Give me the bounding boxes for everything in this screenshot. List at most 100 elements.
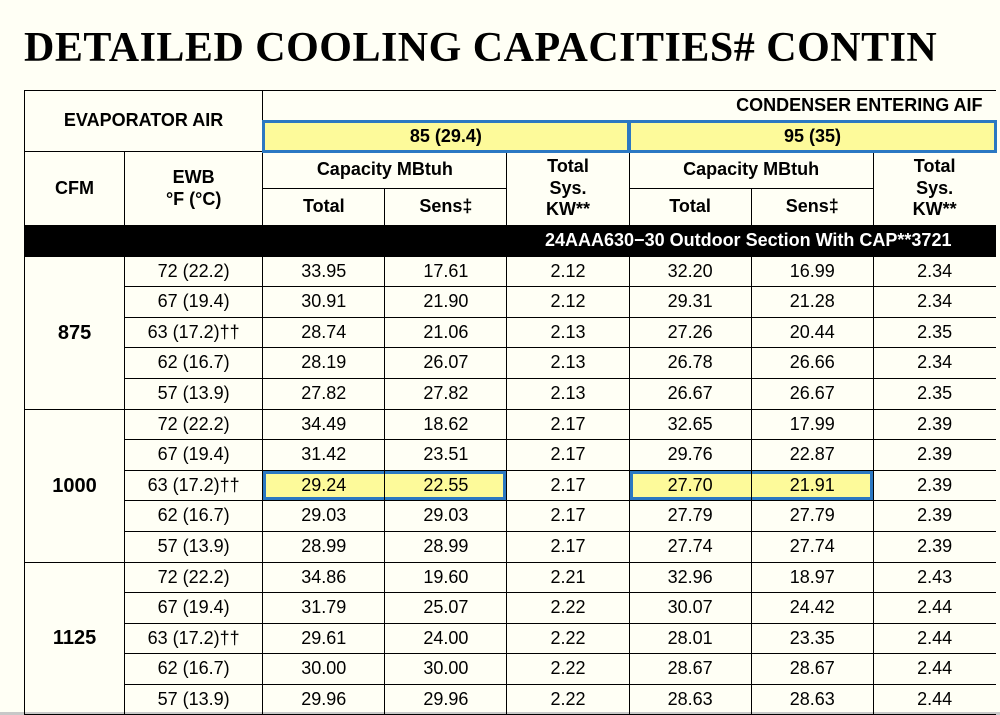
data-cell: 29.31 [629,287,751,318]
data-cell: 2.22 [507,654,629,685]
data-cell: 2.39 [873,440,995,471]
data-cell: 2.44 [873,593,995,624]
data-cell: 24.42 [751,593,873,624]
table-row: 63 (17.2)††29.2422.552.1727.7021.912.39 [25,470,996,501]
hdr-cap-85: Capacity MBtuh [263,152,507,189]
data-cell: 30.00 [385,654,507,685]
data-cell: 25.07 [385,593,507,624]
table-row: 67 (19.4)31.7925.072.2230.0724.422.44 [25,593,996,624]
data-cell: 32.20 [629,256,751,287]
data-cell: 2.34 [873,348,995,379]
ewb-cell: 67 (19.4) [125,440,263,471]
data-cell: 17.61 [385,256,507,287]
data-cell: 2.13 [507,317,629,348]
data-cell: 26.78 [629,348,751,379]
data-cell: 2.39 [873,470,995,501]
data-cell: 2.43 [873,562,995,593]
data-cell: 17.99 [751,409,873,440]
data-cell: 28.99 [385,531,507,562]
data-cell: 28.67 [629,654,751,685]
ewb-cell: 63 (17.2)†† [125,623,263,654]
ewb-cell: 63 (17.2)†† [125,317,263,348]
hdr-evap-air: EVAPORATOR AIR [25,91,263,152]
data-cell: 22.55 [385,470,507,501]
data-cell: 30.00 [263,654,385,685]
hdr-temp-85: 85 (29.4) [263,121,629,152]
data-cell: 29.96 [263,684,385,715]
table-row: 87572 (22.2)33.9517.612.1232.2016.992.34 [25,256,996,287]
data-cell: 21.28 [751,287,873,318]
data-cell: 29.61 [263,623,385,654]
data-cell: 32.96 [629,562,751,593]
table-row: 62 (16.7)29.0329.032.1727.7927.792.39 [25,501,996,532]
data-cell: 27.79 [751,501,873,532]
data-cell: 2.44 [873,623,995,654]
cfm-cell: 875 [25,256,125,409]
data-cell: 2.17 [507,440,629,471]
data-cell: 34.49 [263,409,385,440]
data-cell: 31.79 [263,593,385,624]
data-cell: 26.66 [751,348,873,379]
ewb-cell: 72 (22.2) [125,256,263,287]
ewb-cell: 62 (16.7) [125,654,263,685]
data-cell: 27.79 [629,501,751,532]
data-cell: 26.67 [629,378,751,409]
data-cell: 2.39 [873,409,995,440]
tot-sys-95-l2: Sys. [916,178,953,198]
data-cell: 20.44 [751,317,873,348]
hdr-cfm: CFM [25,152,125,226]
data-cell: 26.07 [385,348,507,379]
hdr-cap-95: Capacity MBtuh [629,152,873,189]
data-cell: 24.00 [385,623,507,654]
data-cell: 2.35 [873,317,995,348]
tot-sys-95-l1: Total [914,156,956,176]
data-cell: 28.01 [629,623,751,654]
data-cell: 2.39 [873,531,995,562]
data-cell: 21.06 [385,317,507,348]
table-row: 67 (19.4)30.9121.902.1229.3121.282.34 [25,287,996,318]
table-row: 62 (16.7)30.0030.002.2228.6728.672.44 [25,654,996,685]
data-cell: 27.26 [629,317,751,348]
table-row: 57 (13.9)27.8227.822.1326.6726.672.35 [25,378,996,409]
data-cell: 2.22 [507,684,629,715]
data-cell: 23.51 [385,440,507,471]
data-cell: 29.96 [385,684,507,715]
data-cell: 29.76 [629,440,751,471]
data-cell: 21.91 [751,470,873,501]
tot-sys-85-l1: Total [547,156,589,176]
data-cell: 28.74 [263,317,385,348]
tot-sys-95-l3: KW** [913,199,957,219]
data-cell: 32.65 [629,409,751,440]
data-cell: 2.12 [507,256,629,287]
data-cell: 18.62 [385,409,507,440]
data-cell: 29.03 [385,501,507,532]
data-cell: 2.34 [873,287,995,318]
data-cell: 27.82 [385,378,507,409]
hdr-total-85: Total [263,189,385,226]
ewb-cell: 57 (13.9) [125,531,263,562]
data-cell: 26.67 [751,378,873,409]
capacity-table: EVAPORATOR AIR CONDENSER ENTERING AIF 85… [24,90,996,715]
data-cell: 33.95 [263,256,385,287]
hdr-sens-95: Sens‡ [751,189,873,226]
ewb-cell: 72 (22.2) [125,409,263,440]
data-cell: 28.63 [751,684,873,715]
table-row: 57 (13.9)28.9928.992.1727.7427.742.39 [25,531,996,562]
data-cell: 21.90 [385,287,507,318]
data-cell: 27.70 [629,470,751,501]
data-cell: 28.99 [263,531,385,562]
data-cell: 2.35 [873,378,995,409]
data-cell: 22.87 [751,440,873,471]
data-cell: 2.17 [507,531,629,562]
hdr-total-95: Total [629,189,751,226]
data-cell: 2.21 [507,562,629,593]
ewb-cell: 67 (19.4) [125,287,263,318]
hdr-ewb-l2: °F (°C) [166,189,221,209]
tot-sys-85-l3: KW** [546,199,590,219]
data-cell: 2.44 [873,684,995,715]
data-cell: 2.13 [507,348,629,379]
data-cell: 2.17 [507,409,629,440]
hdr-ewb-l1: EWB [173,167,215,187]
data-cell: 27.82 [263,378,385,409]
hdr-sens-85: Sens‡ [385,189,507,226]
